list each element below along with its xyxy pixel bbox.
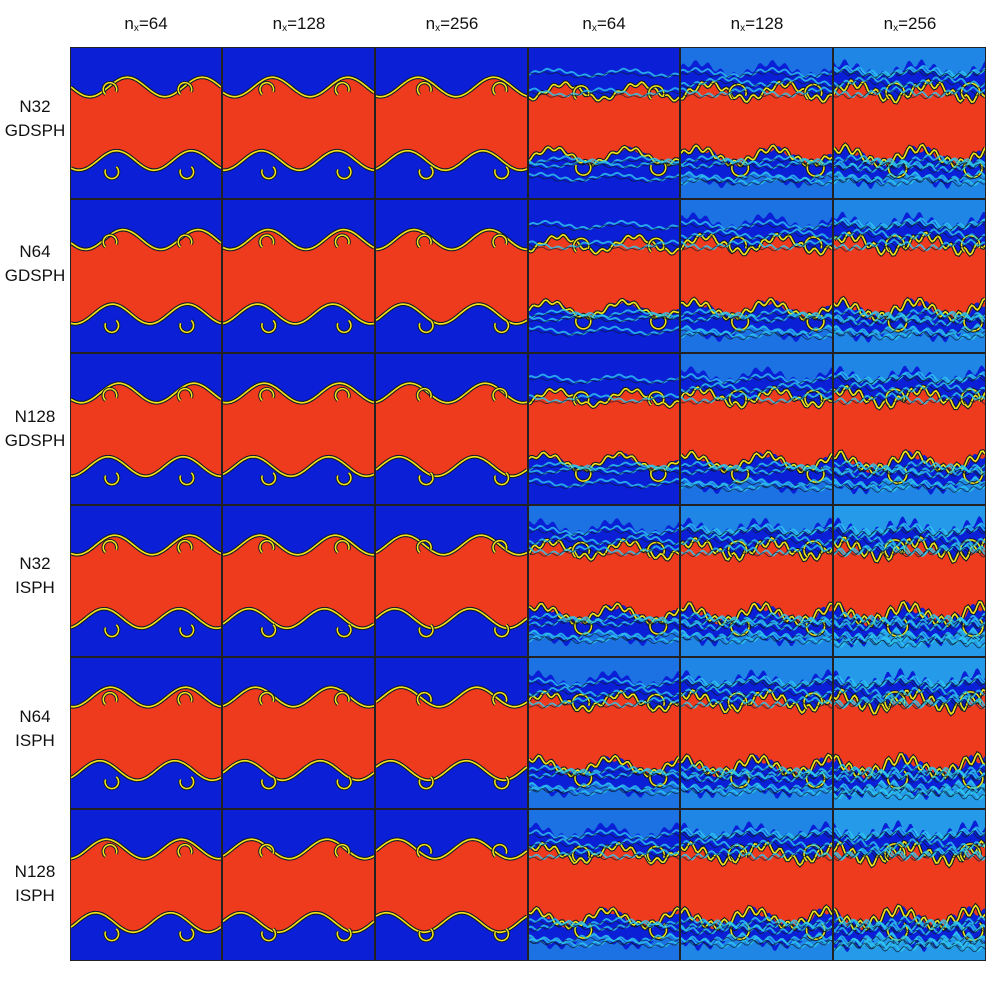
col-label-value: =64 [596,14,626,33]
col-label-sub: x [740,23,746,34]
column-header-1: nx=64 [70,14,222,34]
simulation-panel [680,809,833,961]
row-header-4: N32 ISPH [0,552,70,600]
row-header-1: N32 GDSPH [0,95,70,143]
row-label-resolution: N128 [14,407,56,426]
col-label-sub: x [893,23,899,34]
col-label-sub: x [591,23,597,34]
simulation-panel [680,657,833,809]
simulation-panel [528,657,680,809]
simulation-panel [833,199,986,353]
simulation-panel [375,47,528,199]
simulation-panel [375,657,528,809]
simulation-panel [833,353,986,505]
simulation-panel [833,657,986,809]
row-header-3: N128 GDSPH [0,405,70,453]
row-label-method: GDSPH [4,431,66,450]
column-header-6: nx=256 [834,14,986,34]
simulation-panel [222,47,375,199]
row-label-method: ISPH [15,731,55,750]
simulation-panel [222,199,375,353]
column-header-3: nx=256 [376,14,528,34]
simulation-panel [680,353,833,505]
simulation-panel [680,47,833,199]
col-label-value: =256 [898,14,937,33]
simulation-panel [70,353,222,505]
row-header-2: N64 GDSPH [0,240,70,288]
column-header-5: nx=128 [681,14,833,34]
simulation-panel [70,657,222,809]
row-header-6: N128 ISPH [0,860,70,908]
simulation-panel [70,47,222,199]
row-header-5: N64 ISPH [0,705,70,753]
col-label-base: n [124,14,134,33]
simulation-panel [375,809,528,961]
simulation-panel [833,809,986,961]
simulation-panel [70,505,222,657]
col-label-sub: x [435,23,441,34]
row-label-method: GDSPH [4,121,66,140]
simulation-panel [222,505,375,657]
simulation-panel [222,809,375,961]
col-label-value: =256 [440,14,479,33]
simulation-panel [680,505,833,657]
col-label-sub: x [282,23,288,34]
simulation-panel [528,47,680,199]
column-header-2: nx=128 [223,14,375,34]
simulation-panel [375,199,528,353]
simulation-panel [528,353,680,505]
simulation-panel [70,809,222,961]
col-label-base: n [730,14,741,33]
col-label-base: n [272,14,283,33]
row-label-resolution: N64 [19,242,51,261]
simulation-panel [375,505,528,657]
row-label-resolution: N32 [19,97,51,116]
col-label-base: n [883,14,894,33]
col-label-value: =128 [745,14,784,33]
row-label-resolution: N128 [14,862,56,881]
row-label-resolution: N32 [19,554,51,573]
simulation-panel [833,47,986,199]
simulation-panel-grid [70,47,986,961]
col-label-base: n [425,14,436,33]
simulation-panel [680,199,833,353]
column-header-4: nx=64 [528,14,680,34]
row-label-method: ISPH [15,578,55,597]
simulation-panel [375,353,528,505]
simulation-panel [528,199,680,353]
col-label-base: n [582,14,592,33]
simulation-panel [222,353,375,505]
simulation-panel [528,505,680,657]
row-label-resolution: N64 [19,707,51,726]
row-label-method: GDSPH [4,266,66,285]
row-label-method: ISPH [15,886,55,905]
simulation-panel [70,199,222,353]
col-label-value: =64 [138,14,168,33]
simulation-panel [833,505,986,657]
col-label-sub: x [133,23,139,34]
simulation-panel [528,809,680,961]
simulation-panel [222,657,375,809]
col-label-value: =128 [287,14,326,33]
